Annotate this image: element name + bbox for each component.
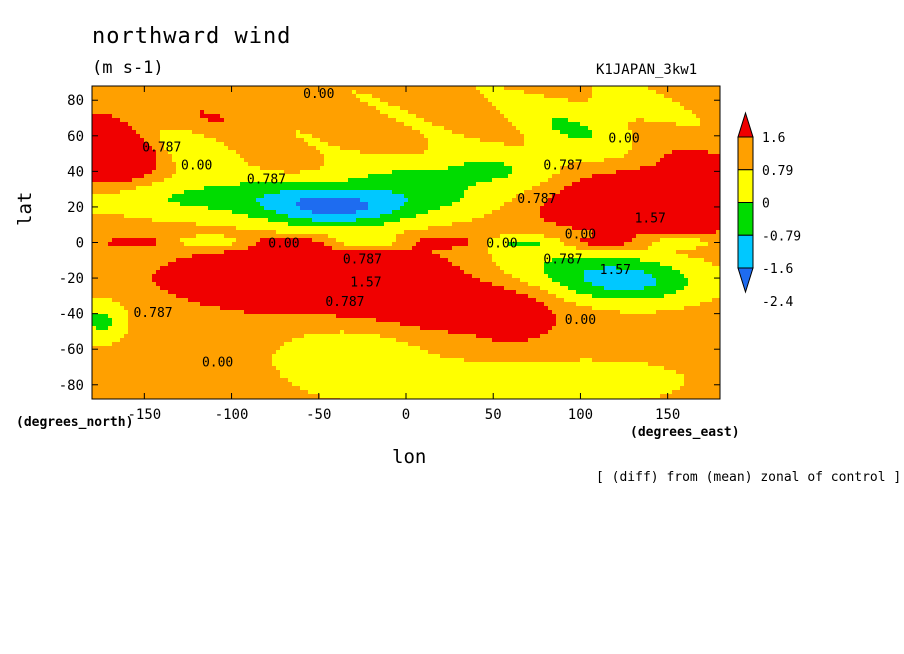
axes: -150 -100 -50 0 50 100 150 -80 -60 -40 -20 0 20 40 60 8… xyxy=(59,86,720,423)
x-unit-label: (degrees_east) xyxy=(630,425,740,440)
colorbar-block xyxy=(737,234,754,269)
x-tick-label: 50 xyxy=(485,407,502,423)
contour-label: 0.787 xyxy=(142,140,181,155)
x-tick-label: -50 xyxy=(306,407,331,423)
contour-label: 0.787 xyxy=(543,253,582,268)
colorbar-label: 1.6 xyxy=(762,131,785,146)
contour-label: 1.57 xyxy=(350,276,381,291)
colorbar-label: -1.6 xyxy=(762,262,793,277)
contour-label: 0.00 xyxy=(565,228,596,243)
colorbar-label: 0.79 xyxy=(762,164,793,179)
contour-label: 0.787 xyxy=(517,192,556,207)
contour-label: 0.00 xyxy=(268,237,299,252)
contour-label: 0.00 xyxy=(608,132,639,147)
contour-labels: 0.000.7870.000.7870.7870.000.7871.570.00… xyxy=(133,87,665,371)
footnote: [ (diff) from (mean) zonal of control ] xyxy=(596,470,902,485)
y-tick-label: -80 xyxy=(59,378,84,394)
run-label: K1JAPAN_3kw1 xyxy=(596,62,698,78)
colorbar-block xyxy=(737,136,754,171)
chart-units: (m s-1) xyxy=(92,58,164,78)
contour-label: 0.00 xyxy=(202,356,233,371)
y-tick-label: 0 xyxy=(76,236,84,252)
y-axis-label: lat xyxy=(14,191,36,226)
contour-label: 1.57 xyxy=(635,212,666,227)
contour-label: 1.57 xyxy=(600,263,631,278)
contour-label: 0.787 xyxy=(133,306,172,321)
contour-label: 0.00 xyxy=(486,237,517,252)
y-tick-label: 60 xyxy=(67,129,84,145)
colorbar-max-triangle xyxy=(737,111,754,138)
y-tick-label: -60 xyxy=(59,342,84,358)
colorbar-label: 0 xyxy=(762,197,770,212)
x-axis-label: lon xyxy=(392,446,427,468)
x-tick-label: -150 xyxy=(127,407,161,423)
x-tick-label: 0 xyxy=(402,407,410,423)
y-tick-label: 40 xyxy=(67,164,84,180)
contour-label: 0.787 xyxy=(247,172,286,187)
contour-label: 0.787 xyxy=(343,253,382,268)
colorbar-min-triangle xyxy=(737,267,754,294)
colorbar-label: -2.4 xyxy=(762,295,793,310)
contour-label: 0.787 xyxy=(325,295,364,310)
contour-label: 0.00 xyxy=(303,87,334,102)
y-unit-label: (degrees_north) xyxy=(16,415,134,430)
colorbar: 1.6 0.79 0 -0.79 -1.6 -2.4 xyxy=(737,111,801,310)
x-tick-label: -100 xyxy=(215,407,249,423)
x-tick-label: 100 xyxy=(568,407,593,423)
contour-label: 0.00 xyxy=(565,313,596,328)
y-tick-label: -40 xyxy=(59,307,84,323)
contour-label: 0.00 xyxy=(181,158,212,173)
colorbar-block xyxy=(737,202,754,236)
y-tick-label: 20 xyxy=(67,200,84,216)
y-tick-label: 80 xyxy=(67,93,84,109)
colorbar-label: -0.79 xyxy=(762,229,801,244)
colorbar-block xyxy=(737,169,754,203)
y-tick-label: -20 xyxy=(59,271,84,287)
contour-field xyxy=(92,86,721,400)
x-tick-label: 150 xyxy=(655,407,680,423)
contour-label: 0.787 xyxy=(543,158,582,173)
chart-title: northward wind xyxy=(92,24,292,49)
